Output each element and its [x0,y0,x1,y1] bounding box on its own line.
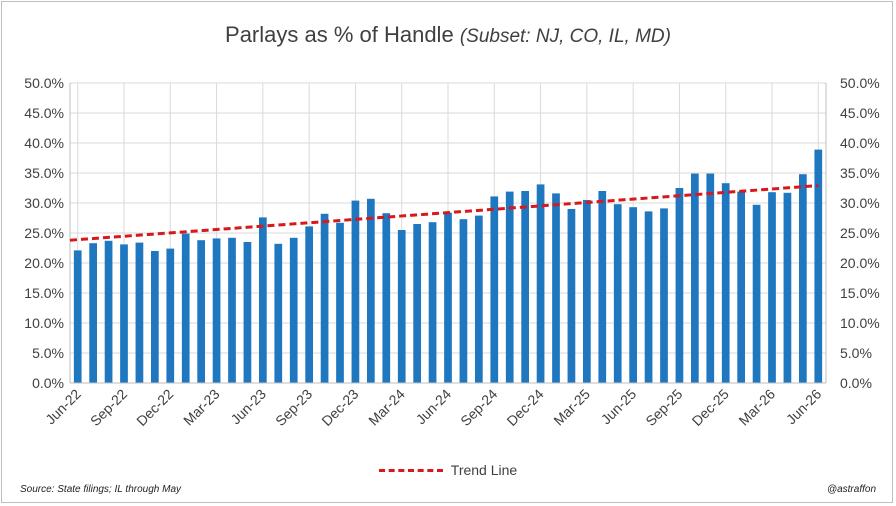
y-tick-label-left: 40.0% [24,135,64,151]
bar [289,237,298,383]
bar [428,222,437,383]
bar [505,191,514,383]
bar [104,240,113,383]
x-tick-label: Jun-22 [42,386,84,428]
y-tick-label-left: 30.0% [24,195,64,211]
y-tick-label-left: 10.0% [24,315,64,331]
x-tick-label: Dec-24 [503,386,546,429]
y-tick-label-left: 20.0% [24,255,64,271]
bar [768,192,776,383]
y-tick-label-left: 0.0% [32,375,64,391]
y-tick-label-right: 45.0% [840,105,880,121]
chart-subtitle: (Subset: NJ, CO, IL, MD) [459,26,671,47]
y-tick-label-right: 50.0% [840,75,880,91]
bar [490,196,499,383]
bar [459,219,468,383]
bar [181,233,190,383]
bar [120,244,128,383]
bar [135,242,144,383]
y-tick-label-left: 35.0% [24,165,64,181]
bar [691,173,699,383]
bar [583,200,591,383]
bar [382,213,391,383]
y-tick-label-right: 35.0% [840,165,880,181]
bar [212,238,221,383]
bar [397,230,406,383]
bar [737,191,745,383]
bar [613,204,622,383]
y-tick-label-right: 25.0% [840,225,880,241]
bar [444,212,452,383]
x-tick-label: Dec-25 [689,386,732,429]
x-tick-label: Mar-24 [365,386,408,429]
bar [243,242,252,383]
y-tick-label-left: 5.0% [32,345,64,361]
x-tick-label: Sep-23 [272,386,315,429]
x-tick-label: Sep-25 [642,386,685,429]
bar [783,192,792,383]
bar [151,251,159,383]
bar [305,226,313,383]
x-tick-label: Jun-26 [783,386,825,428]
trend-line [69,184,819,242]
bar [367,198,375,383]
y-tick-label-right: 5.0% [840,345,872,361]
y-tick-label-right: 20.0% [840,255,880,271]
x-tick-label: Mar-26 [735,386,778,429]
x-tick-label: Mar-25 [550,386,593,429]
x-tick-label: Dec-22 [133,386,176,429]
legend-trend-swatch [378,468,443,472]
bar [228,237,236,383]
bar [598,191,607,383]
y-tick-label-left: 15.0% [24,285,64,301]
bar [73,250,82,383]
y-tick-label-right: 15.0% [840,285,880,301]
bar [89,243,97,383]
x-tick-label: Jun-23 [227,386,269,428]
bar [706,173,715,383]
bar [475,215,483,383]
bar [629,207,637,383]
bar [336,222,344,383]
y-tick-label-right: 0.0% [840,375,872,391]
x-tick-label: Jun-25 [598,386,640,428]
y-tick-label-left: 45.0% [24,105,64,121]
bar [660,208,668,383]
bar [320,213,329,383]
bar [799,174,807,383]
bar [274,243,283,383]
x-tick-label: Dec-23 [318,386,361,429]
bar [521,191,529,383]
bar [721,183,730,383]
bar [552,193,560,383]
bar [197,240,205,383]
x-tick-label: Jun-24 [413,386,455,428]
x-tick-label: Sep-24 [457,386,500,429]
y-tick-label-right: 40.0% [840,135,880,151]
y-tick-label-right: 30.0% [840,195,880,211]
bar [259,217,267,383]
y-tick-label-left: 25.0% [24,225,64,241]
legend-trend-label: Trend Line [450,462,518,478]
chart-legend: Trend Line [0,462,896,478]
bar [567,209,576,383]
bar [166,248,175,383]
y-tick-label-right: 10.0% [840,315,880,331]
source-note: Source: State filings; IL through May [20,484,182,495]
bar [644,211,653,383]
chart-title-row: Parlays as % of Handle (Subset: NJ, CO, … [0,22,896,48]
y-tick-label-left: 50.0% [24,75,64,91]
bar [814,149,823,383]
x-tick-label: Mar-23 [180,386,223,429]
bar [675,188,684,383]
bar [752,204,761,383]
bar [351,200,360,383]
bar [536,184,545,383]
author-handle: @astraffon [826,484,876,495]
bar [413,224,421,383]
chart-title: Parlays as % of Handle [225,22,454,47]
x-tick-label: Sep-22 [87,386,130,429]
